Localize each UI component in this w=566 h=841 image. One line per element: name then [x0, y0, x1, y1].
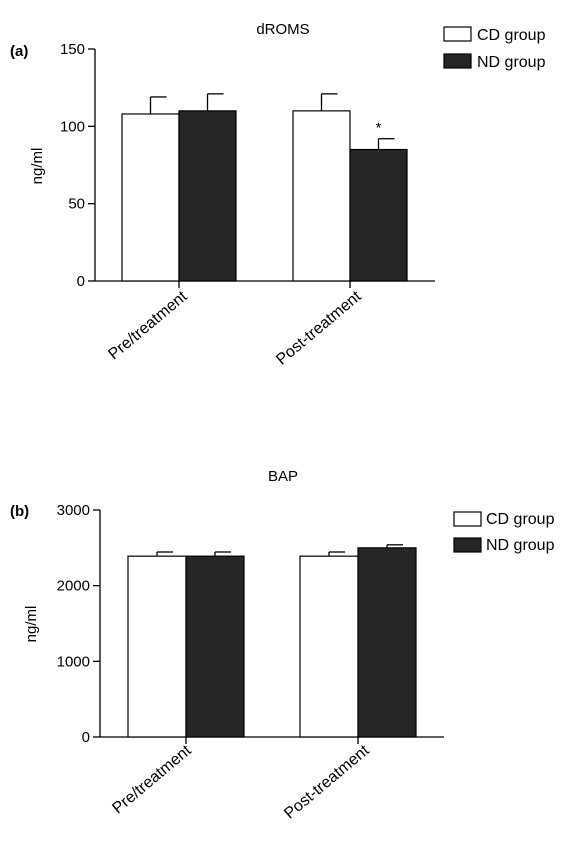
legend-label-cd-a: CD group: [477, 27, 546, 44]
y-axis-label-a: ng/ml: [29, 148, 46, 185]
panel-label-b: (b): [10, 503, 29, 520]
legend-b: CD group ND group: [453, 511, 555, 554]
legend-label-nd-a: ND group: [477, 54, 546, 71]
plot-area-b: 0 1000 2000 3000 Pre/treatment Post-treatment: [57, 502, 444, 823]
x-tick-label-b: Pre/treatment: [109, 742, 195, 818]
y-tick-label-a: 0: [77, 273, 85, 290]
panel-a: dROMS (a) ng/ml CD group ND group 0 50 100…: [10, 21, 546, 369]
significance-marker-a: *: [376, 120, 382, 137]
panel-label-a: (a): [10, 43, 28, 60]
y-tick-label-b: 0: [82, 729, 90, 746]
legend-a: CD group ND group: [443, 26, 546, 71]
bar-b-1-0: [185, 555, 245, 738]
legend-swatch-nd-b: [453, 537, 482, 553]
legend-swatch-nd-a: [443, 53, 472, 69]
panel-b: BAP (b) ng/ml CD group ND group 0 1000 200…: [10, 468, 555, 823]
legend-label-nd-b: ND group: [486, 537, 555, 554]
y-tick-label-a: 50: [68, 196, 85, 213]
chart-title-a: dROMS: [256, 21, 309, 38]
x-tick-label-a: Post-treatment: [273, 288, 365, 369]
bar-b-0-0: [127, 555, 187, 738]
bar-a-1-0: [178, 110, 237, 282]
y-tick-label-a: 150: [60, 41, 85, 58]
legend-swatch-cd-b: [453, 511, 482, 527]
bar-b-1-1: [357, 547, 417, 738]
x-tick-label-b: Post-treatment: [281, 742, 373, 823]
y-tick-label-a: 100: [60, 118, 85, 135]
y-tick-label-b: 3000: [57, 502, 90, 519]
bar-b-0-1: [299, 555, 359, 738]
y-axis-label-b: ng/ml: [23, 606, 40, 643]
bar-a-1-1: [349, 148, 408, 282]
legend-label-cd-b: CD group: [486, 511, 555, 528]
chart-title-b: BAP: [268, 468, 298, 485]
legend-swatch-cd-a: [443, 26, 472, 42]
bar-a-0-1: [292, 110, 351, 282]
bar-a-0-0: [121, 113, 180, 282]
y-tick-label-b: 2000: [57, 578, 90, 595]
x-tick-label-a: Pre/treatment: [105, 288, 191, 364]
y-tick-label-b: 1000: [57, 653, 90, 670]
plot-area-a: 0 50 100 150 Pre/treatment Post-treatment *: [60, 41, 435, 369]
